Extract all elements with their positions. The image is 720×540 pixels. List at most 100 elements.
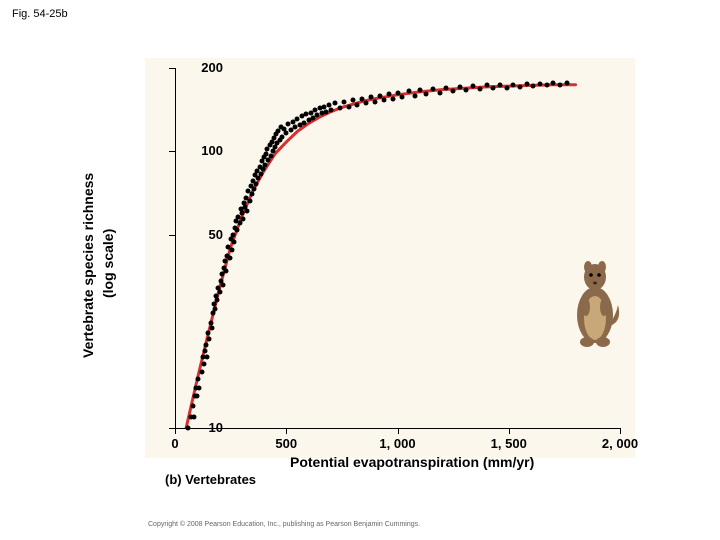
data-point (263, 163, 268, 168)
data-point (199, 369, 204, 374)
data-point (457, 84, 462, 89)
data-point (256, 176, 261, 181)
data-point (497, 82, 502, 87)
copyright-text: Copyright © 2008 Pearson Education, Inc.… (148, 521, 420, 528)
data-point (504, 85, 509, 90)
data-point (557, 83, 562, 88)
data-point (444, 85, 449, 90)
x-tick-mark (620, 428, 621, 434)
data-point (245, 208, 250, 213)
data-point (524, 82, 529, 87)
x-tick-label: 2, 000 (602, 436, 638, 451)
data-point (209, 325, 214, 330)
x-tick-mark (286, 428, 287, 434)
data-point (254, 182, 259, 187)
data-point (215, 298, 220, 303)
data-point (206, 331, 211, 336)
data-point (207, 336, 212, 341)
data-point (247, 199, 252, 204)
data-point (351, 98, 356, 103)
figure-label: Fig. 54-25b (12, 8, 68, 20)
data-point (268, 154, 273, 159)
data-point (551, 81, 556, 86)
data-point (220, 282, 225, 287)
x-tick-label: 1, 000 (379, 436, 415, 451)
data-point (333, 101, 338, 106)
x-tick-mark (509, 428, 510, 434)
data-point (399, 95, 404, 100)
data-point (531, 84, 536, 89)
data-point (203, 348, 208, 353)
data-point (377, 93, 382, 98)
data-point (328, 107, 333, 112)
data-point (230, 232, 235, 237)
data-point (417, 87, 422, 92)
y-tick-mark (169, 235, 175, 236)
data-point (355, 102, 360, 107)
data-point (471, 84, 476, 89)
y-axis-label-line2: (log scale) (100, 229, 116, 298)
data-point (431, 86, 436, 91)
y-tick-label: 100 (183, 143, 223, 158)
data-point (231, 240, 236, 245)
data-point (229, 247, 234, 252)
data-point (544, 83, 549, 88)
data-point (364, 101, 369, 106)
data-point (346, 104, 351, 109)
data-point (406, 89, 411, 94)
x-tick-label: 1, 500 (491, 436, 527, 451)
data-point (237, 221, 242, 226)
data-point (413, 93, 418, 98)
data-point (204, 342, 209, 347)
y-tick-label: 10 (183, 420, 223, 435)
data-point (197, 385, 202, 390)
data-point (464, 87, 469, 92)
data-point (239, 210, 244, 215)
data-point (190, 404, 195, 409)
data-point (196, 377, 201, 382)
x-tick-mark (398, 428, 399, 434)
data-point (205, 355, 210, 360)
data-point (213, 306, 218, 311)
data-point (391, 96, 396, 101)
chart-subtitle: (b) Vertebrates (165, 472, 256, 487)
data-point (517, 84, 522, 89)
y-tick-label: 200 (183, 60, 223, 75)
data-point (235, 227, 240, 232)
data-point (451, 89, 456, 94)
x-tick-mark (175, 428, 176, 434)
data-point (270, 149, 275, 154)
data-point (342, 99, 347, 104)
data-point (368, 95, 373, 100)
data-point (217, 290, 222, 295)
x-axis-label: Potential evapotranspiration (mm/yr) (290, 454, 534, 470)
data-point (210, 311, 215, 316)
data-point (258, 171, 263, 176)
data-point (249, 192, 254, 197)
data-point (537, 82, 542, 87)
x-tick-label: 500 (275, 436, 297, 451)
data-point (359, 96, 364, 101)
data-point (477, 86, 482, 91)
y-tick-mark (169, 151, 175, 152)
data-point (511, 82, 516, 87)
data-point (227, 256, 232, 261)
data-point (373, 99, 378, 104)
data-point (382, 98, 387, 103)
x-tick-label: 0 (171, 436, 178, 451)
data-point (191, 414, 196, 419)
y-tick-label: 50 (183, 227, 223, 242)
data-point (201, 362, 206, 367)
y-tick-mark (169, 68, 175, 69)
data-point (484, 83, 489, 88)
fit-curve (175, 68, 620, 428)
data-point (224, 268, 229, 273)
ground-squirrel-icon (560, 255, 630, 350)
data-point (251, 187, 256, 192)
data-point (491, 86, 496, 91)
data-point (437, 90, 442, 95)
data-point (240, 216, 245, 221)
plot-region (175, 68, 620, 428)
data-point (195, 394, 200, 399)
y-axis-label-line1: Vertebrate species richness (80, 173, 96, 358)
